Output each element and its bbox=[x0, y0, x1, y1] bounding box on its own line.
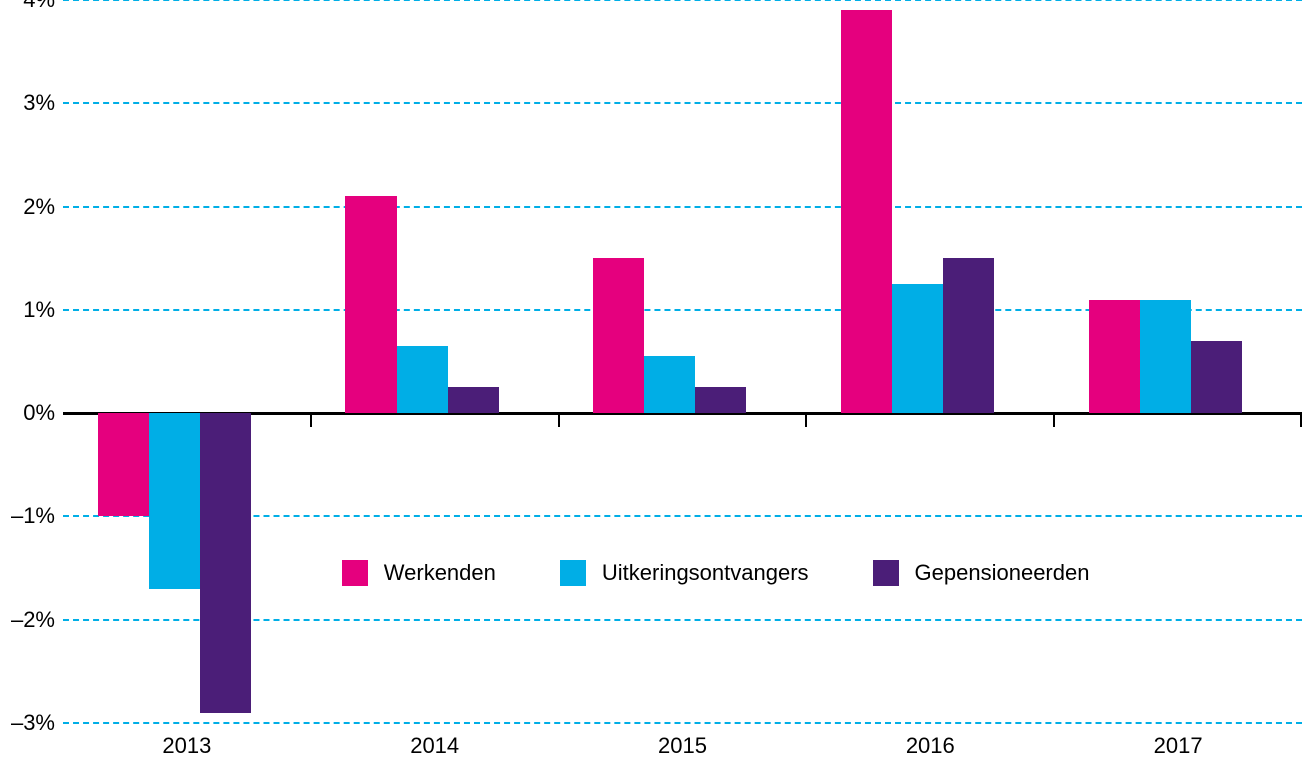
grid-line bbox=[63, 0, 1302, 1]
legend-swatch bbox=[873, 560, 899, 586]
y-axis-label: –3% bbox=[11, 710, 55, 736]
grouped-bar-chart: –3% –2% –1% 0% 1% 2% 3% 4% 2013 2014 2015 2016 2017 W… bbox=[0, 0, 1302, 767]
legend-item: Werkenden bbox=[342, 560, 496, 586]
x-axis-tick bbox=[805, 413, 807, 427]
y-axis-label: –2% bbox=[11, 607, 55, 633]
legend-item: Gepensioneerden bbox=[873, 560, 1090, 586]
bar bbox=[200, 413, 251, 713]
x-axis-label: 2017 bbox=[1154, 733, 1203, 759]
y-axis-label: 1% bbox=[23, 297, 55, 323]
bar bbox=[1191, 341, 1242, 413]
legend-swatch bbox=[560, 560, 586, 586]
bar bbox=[1089, 300, 1140, 414]
y-axis-label: 0% bbox=[23, 400, 55, 426]
legend-label: Gepensioneerden bbox=[915, 560, 1090, 586]
y-axis-label: 2% bbox=[23, 194, 55, 220]
y-axis-label: 4% bbox=[23, 0, 55, 13]
bar bbox=[892, 284, 943, 413]
bar bbox=[448, 387, 499, 413]
x-axis-tick bbox=[310, 413, 312, 427]
grid-line bbox=[63, 206, 1302, 208]
bar bbox=[644, 356, 695, 413]
bar bbox=[397, 346, 448, 413]
legend-label: Werkenden bbox=[384, 560, 496, 586]
legend-item: Uitkeringsontvangers bbox=[560, 560, 809, 586]
bar bbox=[1140, 300, 1191, 414]
bar bbox=[345, 196, 396, 413]
x-axis-tick bbox=[1053, 413, 1055, 427]
x-axis-label: 2013 bbox=[162, 733, 211, 759]
grid-line bbox=[63, 722, 1302, 724]
x-axis-label: 2014 bbox=[410, 733, 459, 759]
legend-swatch bbox=[342, 560, 368, 586]
bar bbox=[593, 258, 644, 413]
bar bbox=[149, 413, 200, 589]
legend-label: Uitkeringsontvangers bbox=[602, 560, 809, 586]
grid-line bbox=[63, 102, 1302, 104]
y-axis-label: –1% bbox=[11, 503, 55, 529]
bar bbox=[98, 413, 149, 516]
x-axis-tick bbox=[558, 413, 560, 427]
bar bbox=[695, 387, 746, 413]
legend: Werkenden Uitkeringsontvangers Gepensionee… bbox=[342, 560, 1090, 586]
y-axis-label: 3% bbox=[23, 90, 55, 116]
x-axis-label: 2015 bbox=[658, 733, 707, 759]
plot-area bbox=[63, 0, 1302, 723]
x-axis-label: 2016 bbox=[906, 733, 955, 759]
bar bbox=[841, 10, 892, 413]
bar bbox=[943, 258, 994, 413]
